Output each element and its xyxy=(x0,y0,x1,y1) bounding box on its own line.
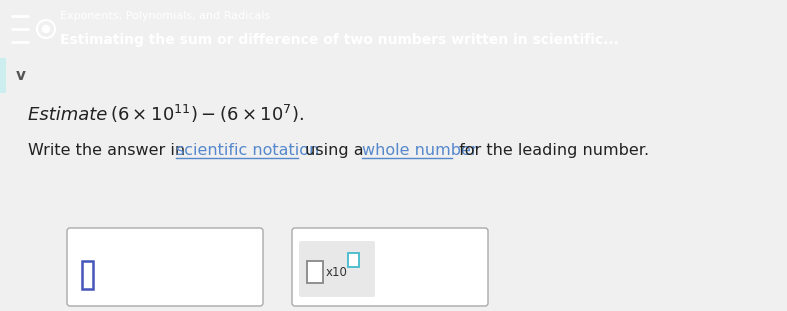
Circle shape xyxy=(42,26,50,33)
Text: v: v xyxy=(16,68,26,83)
FancyBboxPatch shape xyxy=(292,228,488,306)
Text: $\mathit{(6 \times 10^{11})-(6 \times 10^{7})}.$: $\mathit{(6 \times 10^{11})-(6 \times 10… xyxy=(110,103,305,125)
Text: x10: x10 xyxy=(326,266,348,279)
FancyBboxPatch shape xyxy=(299,241,375,297)
Text: using a: using a xyxy=(300,143,369,158)
FancyBboxPatch shape xyxy=(307,261,323,283)
Text: for the leading number.: for the leading number. xyxy=(454,143,649,158)
FancyBboxPatch shape xyxy=(67,228,263,306)
Text: Exponents, Polynomials, and Radicals: Exponents, Polynomials, and Radicals xyxy=(60,11,270,21)
Text: Estimating the sum or difference of two numbers written in scientific...: Estimating the sum or difference of two … xyxy=(60,33,619,47)
FancyBboxPatch shape xyxy=(82,261,93,289)
Text: Estimate: Estimate xyxy=(28,106,113,124)
Text: Write the answer in: Write the answer in xyxy=(28,143,190,158)
Text: whole number: whole number xyxy=(362,143,478,158)
Text: scientific notation: scientific notation xyxy=(176,143,320,158)
FancyBboxPatch shape xyxy=(0,58,6,93)
FancyBboxPatch shape xyxy=(348,253,359,267)
